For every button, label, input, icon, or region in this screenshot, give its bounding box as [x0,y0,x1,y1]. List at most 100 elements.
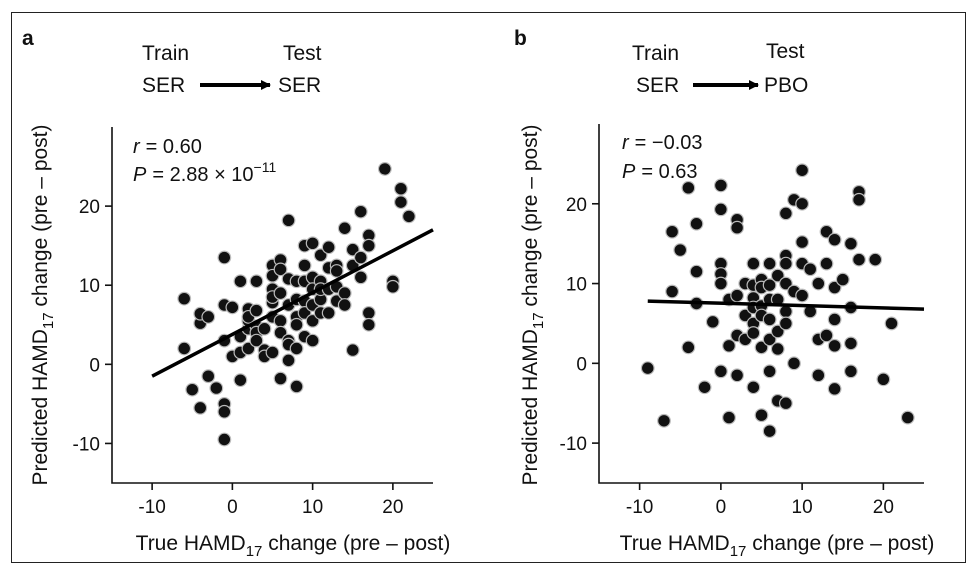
panel-b-data-point [795,196,810,211]
panel-a-r-value: = 0.60 [146,136,202,158]
panel-a-data-point [217,432,232,447]
panel-a-data-point [321,306,336,320]
panel-a-x-tick-label: 10 [302,497,323,518]
panel-b-data-point [819,256,834,271]
panel-b-data-point [665,284,680,299]
panel-a-data-point [281,213,296,228]
panel-b-train-label: Train [632,42,679,65]
panel-a-data-point [193,400,208,415]
panel-b-label: b [514,27,527,50]
panel-b-data-point [900,410,915,425]
panel-b-data-point [665,224,680,239]
panel-a-data-point [273,286,288,301]
panel-a-data-point [281,353,296,368]
panel-a-data-point [361,317,376,332]
panel-a-r-stat: r = 0.60 [133,136,202,158]
panel-b-y-tick-label: -10 [560,434,587,455]
panel-b-data-point [770,268,785,283]
panel-b-data-point [673,243,688,257]
panel-a-data-point [201,309,216,324]
panel-a-p-symbol: P [133,164,147,186]
panel-b-data-point [722,338,736,353]
panel-b-data-point [778,316,793,331]
panel-b-x-tick-label: 0 [716,497,727,518]
panel-b-p-stat: P = 0.63 [622,161,698,183]
panel-b-y-tick-label: 0 [576,354,587,375]
panel-b-data-point [681,180,696,195]
panel-b-data-point [762,332,777,347]
panel-a-data-point [249,303,264,318]
panel-b-x-tick-label: -10 [626,497,653,518]
panel-b-r-value: = −0.03 [635,132,703,154]
panel-b-data-point [730,288,745,303]
panel-a-ticks: -10 0 10 20 -10 0 10 20 [73,197,404,518]
panel-a-data-point [273,371,288,386]
panel-a-test-label: Test [283,42,322,65]
panel-a-data-point [305,333,320,348]
panel-b-data-point [778,256,793,271]
panel-a-x-tick-label: -10 [138,497,165,518]
panel-a-data-point [289,379,304,394]
panel-a: a Train Test SER SER r = 0.60 P = 2.88 × 1… [22,27,450,560]
panel-b-data-point [713,202,728,217]
panel-b-data-point [778,206,793,221]
panel-b-data-point [713,276,728,291]
panel-b-data-point [819,328,834,343]
panel-b-data-point [713,178,728,193]
panel-a-data-point [353,270,368,285]
panel-a-ylabel-rest: change (pre – post) [29,124,52,312]
panel-a-data-point [337,286,352,301]
panel-a-ylabel-main: Predicted HAMD [29,329,52,485]
panel-a-data-point [225,300,240,315]
panel-b-data-point [803,262,818,277]
panel-b-data-point [770,324,785,339]
panel-a-data-point [385,279,400,294]
panel-a-r-symbol: r [133,136,141,158]
panel-b-data-point [819,224,834,239]
panel-a-label: a [22,27,34,50]
panel-b-data-point [689,264,704,279]
panel-b-data-point [884,316,899,331]
panel-b-data-point [827,338,842,353]
panel-a-data-point [273,262,288,277]
panel-b-data-point [722,410,736,425]
panel-b-x-tick-label: 10 [792,497,813,518]
panel-b-ylabel-main: Predicted HAMD [519,329,542,485]
panel-a-x-tick-label: 0 [227,497,238,518]
panel-b-points [640,163,915,439]
panel-b-data-point [852,252,866,267]
panel-b-data-point [681,340,696,355]
panel-b-x-axis-label: True HAMD17 change (pre – post) [620,532,935,560]
panel-b-data-point [754,340,769,355]
panel-a-data-point [394,195,408,210]
panel-b-data-point [762,278,777,293]
panel-b-axes [598,124,924,484]
panel-a-test-value: SER [278,74,321,97]
panel-b-data-point [762,312,777,327]
panel-b-data-point [795,235,810,249]
panel-b-train-value: SER [636,74,679,97]
panel-b-data-point [811,368,826,383]
panel-b-r-symbol: r [622,132,630,154]
panel-a-train-label: Train [142,42,189,65]
panel-b-xlabel-main: True HAMD [620,532,730,555]
panel-a-data-point [361,306,376,320]
panel-a-data-point [402,209,416,224]
panel-b-data-point [827,280,842,295]
panel-b-data-point [705,314,720,329]
panel-b-data-point [689,216,704,231]
panel-b-data-point [827,232,842,247]
panel-a-ylabel-sub: 17 [40,312,57,329]
panel-b-data-point [754,408,769,423]
panel-b-plot: -10 0 10 20 -10 0 10 20 [560,124,925,518]
panel-a-axes [111,127,433,484]
panel-a-data-point [249,274,264,289]
panel-b-ylabel-sub: 17 [530,312,547,329]
panel-b-test-label: Test [766,40,805,63]
panel-a-data-point [233,274,248,289]
panel-b-data-point [778,276,793,291]
panel-a-xlabel-sub: 17 [246,543,263,560]
panel-b-data-point [778,396,793,411]
panel-b-y-axis-label: Predicted HAMD17 change (pre – post) [519,124,547,485]
